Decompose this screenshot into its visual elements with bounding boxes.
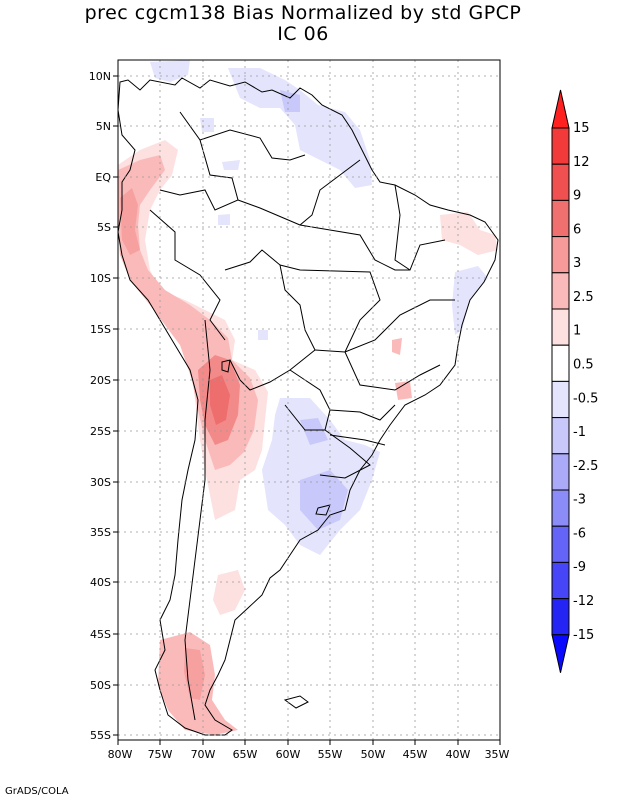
neg-region-guianas bbox=[228, 68, 372, 188]
colorbar-segment bbox=[551, 561, 570, 600]
shaded-regions bbox=[118, 60, 498, 735]
chart-title: prec cgcm138 Bias Normalized by std GPCP bbox=[84, 2, 522, 24]
colorbar-label: -15 bbox=[573, 628, 594, 643]
lat-label-10s: 10S bbox=[90, 272, 111, 285]
colorbar-label: 6 bbox=[573, 222, 581, 237]
pos-region-altiplano-core bbox=[210, 375, 230, 425]
border-brazil-north bbox=[237, 159, 361, 226]
colorbar-segment bbox=[551, 127, 570, 165]
south-america-coastline bbox=[117, 77, 499, 736]
lon-axis: 80W 75W 70W 65W 60W 55W 50W 45W 40W 35W bbox=[108, 740, 510, 761]
colorbar-segment bbox=[551, 489, 570, 527]
colorbar-segment bbox=[551, 308, 570, 346]
colorbar-label: -2.5 bbox=[573, 459, 598, 474]
colorbar-label: 15 bbox=[573, 121, 590, 136]
neg-region-paraguay bbox=[300, 418, 328, 445]
lat-label-15s: 15S bbox=[90, 323, 111, 336]
colorbar-label: 12 bbox=[573, 155, 590, 170]
chart-subtitle: IC 06 bbox=[277, 23, 329, 45]
neg-region-amazon-1 bbox=[222, 160, 240, 170]
colorbar-arrow-top bbox=[551, 89, 570, 129]
lat-label-25s: 25S bbox=[90, 425, 111, 438]
neg-region-caribbean bbox=[150, 60, 190, 82]
lat-label-eq: EQ bbox=[95, 171, 111, 184]
lat-axis: 10N 5N EQ 5S 10S 15S 20S 25S 30S 35S 40S… bbox=[89, 70, 118, 742]
lat-label-40s: 40S bbox=[90, 576, 111, 589]
neg-region-bolivia bbox=[258, 330, 268, 340]
lat-label-5n: 5N bbox=[96, 120, 111, 133]
lat-label-20s: 20S bbox=[90, 374, 111, 387]
border-peru bbox=[149, 209, 226, 341]
colorbar-label: -6 bbox=[573, 526, 586, 541]
border-brazil-states-6 bbox=[329, 404, 396, 421]
colorbar-label: -12 bbox=[573, 594, 594, 609]
colorbar-segment bbox=[551, 199, 570, 238]
pos-region-argentina bbox=[213, 570, 245, 615]
lon-label-65w: 65W bbox=[233, 748, 258, 761]
colorbar-label: -1 bbox=[573, 425, 586, 440]
colorbar-segment bbox=[551, 417, 570, 455]
map-frame bbox=[117, 59, 501, 741]
colorbar-segment bbox=[551, 380, 570, 419]
colorbar-segment bbox=[551, 453, 570, 491]
lat-label-5s: 5S bbox=[97, 221, 111, 234]
colorbar-arrow-bottom bbox=[551, 634, 570, 673]
colorbar-label: 0.5 bbox=[573, 358, 594, 373]
neg-region-colombia bbox=[200, 118, 214, 132]
lat-label-10n: 10N bbox=[89, 70, 111, 83]
lon-label-55w: 55W bbox=[318, 748, 343, 761]
colorbar-label: -3 bbox=[573, 493, 586, 508]
border-brazil-states-5 bbox=[394, 184, 411, 271]
lagoa-dos-patos bbox=[315, 504, 331, 516]
neg-region-uruguay bbox=[300, 470, 348, 530]
credit-label: GrADS/COLA bbox=[5, 786, 69, 797]
lake-titicaca bbox=[221, 359, 231, 373]
lon-label-70w: 70W bbox=[191, 748, 216, 761]
lat-label-50s: 50S bbox=[90, 679, 111, 692]
gridlines bbox=[118, 60, 500, 740]
colorbar-label: 2.5 bbox=[573, 290, 594, 305]
border-bolivia bbox=[224, 249, 316, 391]
colorbar-segment bbox=[551, 598, 570, 636]
colorbar-segment bbox=[551, 272, 570, 310]
falklands bbox=[283, 695, 309, 709]
colorbar-segment bbox=[551, 525, 570, 563]
colorbar-label: 9 bbox=[573, 189, 581, 204]
border-argentina-uruguay bbox=[319, 429, 371, 479]
colorbar-segment bbox=[551, 236, 570, 274]
lon-label-60w: 60W bbox=[276, 748, 301, 761]
colorbar-segment bbox=[551, 344, 570, 382]
lon-label-45w: 45W bbox=[403, 748, 428, 761]
lon-label-50w: 50W bbox=[361, 748, 386, 761]
border-brazil-states bbox=[299, 224, 446, 271]
border-brazil-states-4 bbox=[279, 264, 381, 353]
border-brazil-states-2 bbox=[314, 299, 455, 353]
border-chile bbox=[184, 319, 211, 721]
lon-label-40w: 40W bbox=[446, 748, 471, 761]
pos-region-se-brazil-2 bbox=[395, 381, 412, 400]
colorbar-label: 3 bbox=[573, 256, 581, 271]
lon-label-75w: 75W bbox=[148, 748, 173, 761]
lat-label-30s: 30S bbox=[90, 476, 111, 489]
pos-region-ne-brazil bbox=[440, 212, 498, 255]
border-venezuela bbox=[199, 129, 306, 161]
lon-label-80w: 80W bbox=[108, 748, 133, 761]
lat-label-55s: 55S bbox=[90, 729, 111, 742]
lat-label-45s: 45S bbox=[90, 628, 111, 641]
lon-label-35w: 35W bbox=[485, 748, 510, 761]
colorbar-label: -0.5 bbox=[573, 391, 598, 406]
colorbar: 15 12 9 6 3 2.5 1 0.5 -0.5 -1 -2.5 -3 -6 -9 -12 -15 bbox=[551, 89, 598, 673]
lat-label-35s: 35S bbox=[90, 526, 111, 539]
border-brazil-states-3 bbox=[344, 351, 441, 391]
pos-region-ecuador bbox=[120, 188, 140, 255]
neg-region-bahia bbox=[452, 266, 488, 335]
colorbar-segment bbox=[551, 163, 570, 201]
map-outlines bbox=[117, 77, 499, 736]
colorbar-label: -9 bbox=[573, 560, 586, 575]
pos-region-se-brazil-1 bbox=[392, 338, 402, 355]
colorbar-label: 1 bbox=[573, 324, 581, 339]
border-brazil-states-7 bbox=[329, 434, 386, 446]
neg-region-amazon-2 bbox=[218, 214, 230, 225]
